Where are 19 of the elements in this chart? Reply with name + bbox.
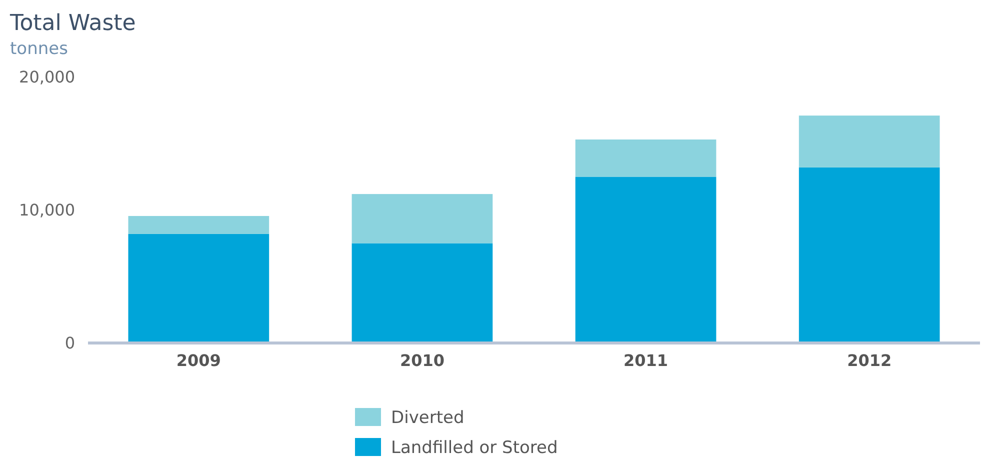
bar (575, 176, 716, 343)
bar (352, 243, 493, 343)
x-tick-label: 2010 (400, 351, 444, 370)
y-tick-label: 10,000 (19, 200, 75, 220)
x-tick-label: 2011 (624, 351, 668, 370)
bar (128, 234, 270, 343)
chart-title: Total Waste (9, 11, 136, 36)
y-tick-label: 0 (64, 334, 75, 353)
bar (798, 116, 940, 168)
legend-label: Landfilled or Stored (391, 438, 558, 458)
y-tick-label: 20,000 (19, 68, 75, 87)
x-tick-label: 2009 (176, 351, 221, 370)
bar (575, 140, 716, 177)
legend-label: Diverted (391, 408, 464, 428)
bar (352, 194, 493, 244)
bar (798, 167, 940, 343)
bar (128, 216, 270, 234)
x-tick-label: 2012 (847, 351, 892, 370)
chart-subtitle: tonnes (10, 39, 68, 59)
